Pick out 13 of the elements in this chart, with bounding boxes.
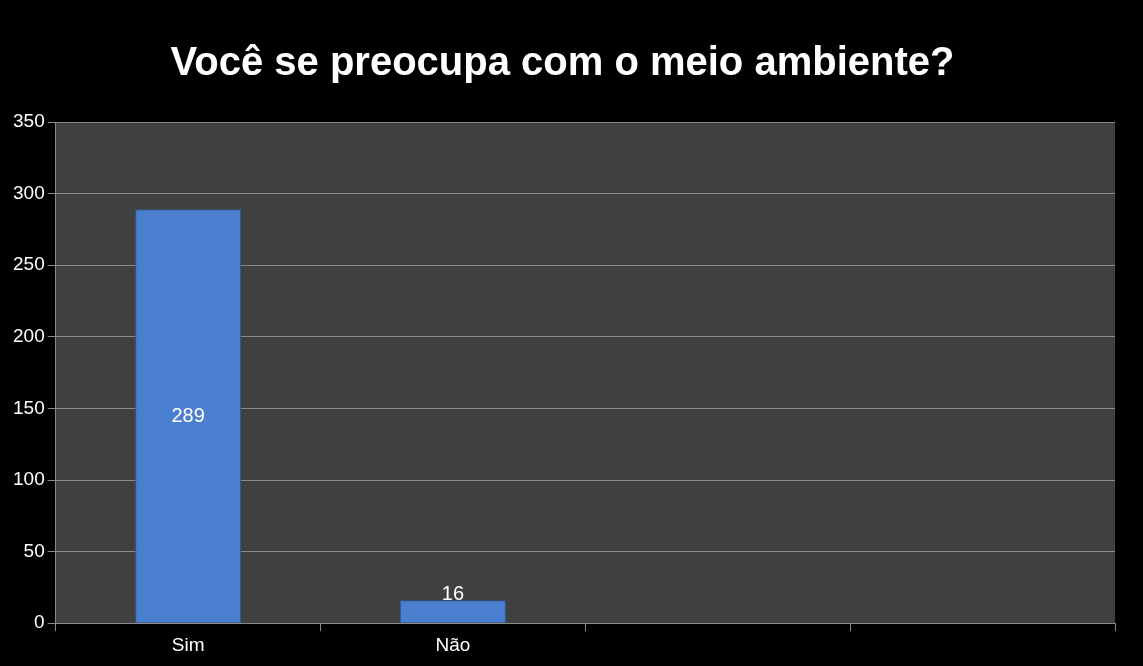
x-tick-label: Não xyxy=(435,633,471,655)
data-label: 16 xyxy=(441,581,465,604)
y-tick-label: 50 xyxy=(23,539,45,561)
y-tick-label: 350 xyxy=(13,110,45,132)
y-tick-label: 300 xyxy=(13,181,45,203)
y-tick-label: 150 xyxy=(13,396,45,418)
chart-title: Você se preocupa com o meio ambiente? xyxy=(170,39,955,84)
y-tick-label: 0 xyxy=(34,611,45,633)
data-label: 289 xyxy=(171,403,205,426)
y-tick-label: 250 xyxy=(13,253,45,275)
x-tick-label: Sim xyxy=(171,633,205,655)
y-tick-label: 100 xyxy=(13,468,45,490)
y-tick-label: 200 xyxy=(13,325,45,347)
